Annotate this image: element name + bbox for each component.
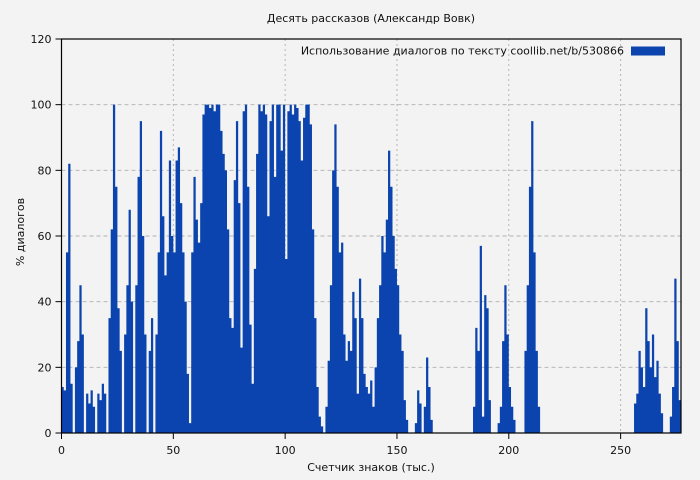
y-tick-label: 40 bbox=[38, 296, 52, 309]
legend-swatch bbox=[631, 46, 665, 56]
y-tick-label: 0 bbox=[45, 427, 52, 440]
x-tick-label: 50 bbox=[166, 444, 180, 457]
y-tick-label: 60 bbox=[38, 230, 52, 243]
x-axis-label: Счетчик знаков (тыс.) bbox=[307, 461, 435, 474]
x-tick-label: 250 bbox=[610, 444, 631, 457]
chart-title: Десять рассказов (Александр Вовк) bbox=[266, 12, 476, 25]
x-tick-label: 200 bbox=[498, 444, 519, 457]
y-tick-label: 100 bbox=[31, 99, 52, 112]
x-tick-label: 150 bbox=[386, 444, 407, 457]
x-tick-label: 0 bbox=[58, 444, 65, 457]
y-axis-label: % диалогов bbox=[14, 197, 27, 267]
y-tick-label: 80 bbox=[38, 164, 52, 177]
y-tick-label: 20 bbox=[38, 361, 52, 374]
x-tick-label: 100 bbox=[275, 444, 296, 457]
y-tick-label: 120 bbox=[31, 33, 52, 46]
dialog-usage-bars bbox=[61, 104, 681, 434]
legend-label: Использование диалогов по тексту coollib… bbox=[301, 45, 624, 58]
